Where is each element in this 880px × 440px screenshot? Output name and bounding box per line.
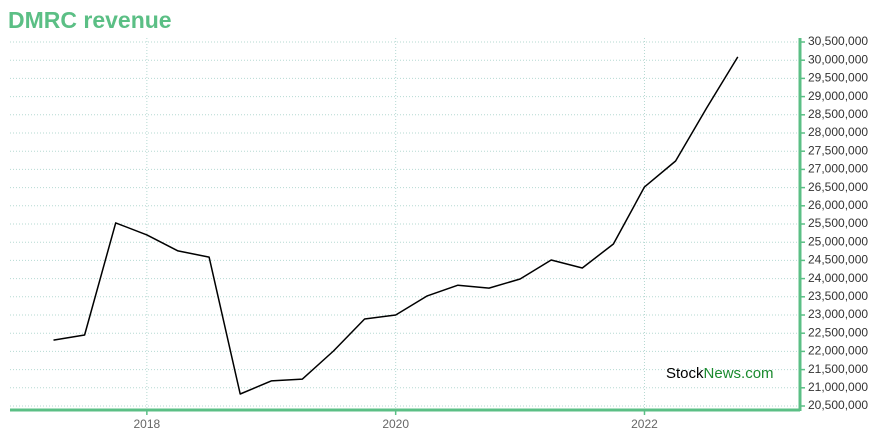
y-tick-label: 23,000,000 [808, 307, 868, 321]
y-tick-label: 23,500,000 [808, 289, 868, 303]
plot: 20,500,000 21,000,000 21,500,000 22,000,000… [10, 34, 868, 431]
y-tick-label: 29,500,000 [808, 71, 868, 85]
y-tick-label: 24,000,000 [808, 271, 868, 285]
y-tick-label: 20,500,000 [808, 398, 868, 412]
y-tick-label: 28,500,000 [808, 107, 868, 121]
y-tick-label: 21,000,000 [808, 380, 868, 394]
x-tick-label: 2022 [631, 417, 658, 431]
y-tick-label: 30,500,000 [808, 34, 868, 48]
y-tick-label: 22,500,000 [808, 325, 868, 339]
y-tick-label: 28,000,000 [808, 125, 868, 139]
y-tick-label: 21,500,000 [808, 362, 868, 376]
y-tick-label: 25,500,000 [808, 216, 868, 230]
chart-title: DMRC revenue [8, 7, 172, 33]
x-tick-label: 2018 [133, 417, 160, 431]
y-tick-label: 30,000,000 [808, 52, 868, 66]
watermark-brand: Stock [666, 365, 704, 382]
line [53, 56, 739, 395]
y-tick-label: 26,000,000 [808, 198, 868, 212]
y-tick-label: 29,000,000 [808, 89, 868, 103]
x-tick-label: 2020 [382, 417, 409, 431]
y-tick-label: 25,000,000 [808, 234, 868, 248]
y-tick-label: 27,000,000 [808, 162, 868, 176]
y-tick-label: 22,000,000 [808, 344, 868, 358]
y-tick-label: 26,500,000 [808, 180, 868, 194]
watermark-domain: News.com [704, 365, 774, 382]
watermark: StockNews.com [666, 365, 774, 382]
y-tick-label: 24,500,000 [808, 253, 868, 267]
y-tick-label: 27,500,000 [808, 143, 868, 157]
